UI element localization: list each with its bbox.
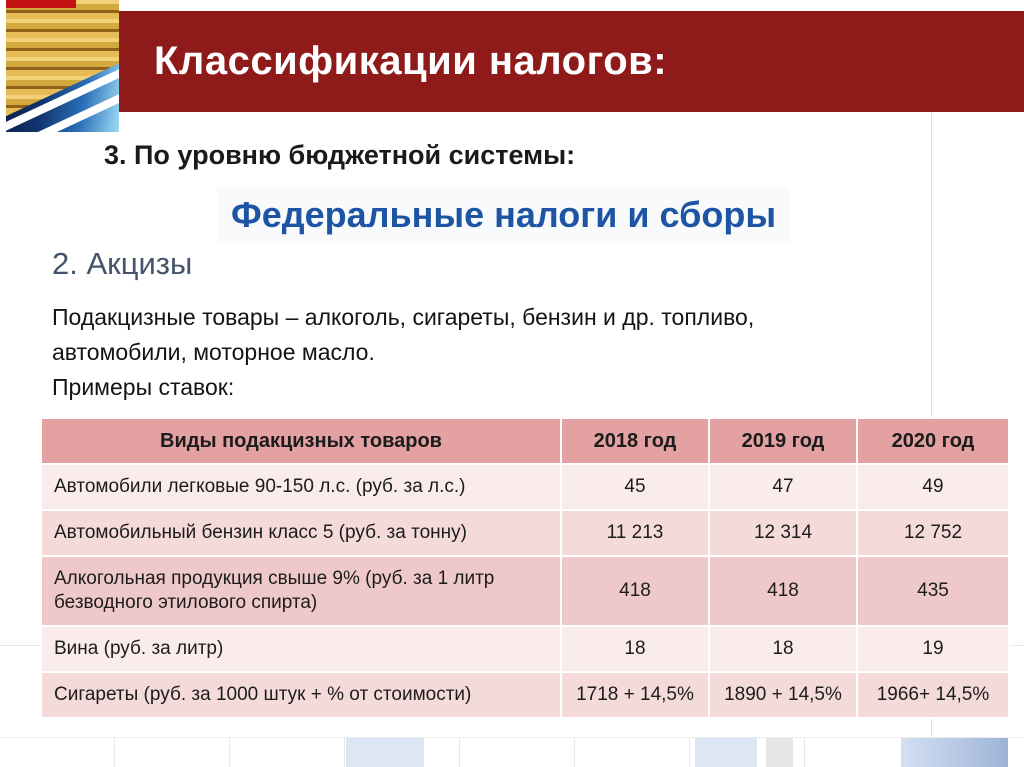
grid-line	[1008, 645, 1024, 646]
federal-taxes-banner-label: Федеральные налоги и сборы	[231, 194, 777, 235]
slide-title: Классификации налогов:	[154, 39, 668, 83]
cell-value: 418	[708, 555, 858, 627]
table-row: Автомобили легковые 90-150 л.с. (руб. за…	[40, 463, 1010, 511]
cell-product-name: Автомобильный бензин класс 5 (руб. за то…	[40, 509, 562, 557]
cell-product-name: Алкогольная продукция свыше 9% (руб. за …	[40, 555, 562, 627]
cell-value: 1718 + 14,5%	[560, 671, 710, 719]
cell-product-name: Вина (руб. за литр)	[40, 625, 562, 673]
column-header-2018: 2018 год	[560, 417, 710, 465]
cell-value: 18	[708, 625, 858, 673]
cell-value: 418	[560, 555, 710, 627]
cell-value: 19	[856, 625, 1010, 673]
cell-value: 18	[560, 625, 710, 673]
excise-description: Подакцизные товары – алкоголь, сигареты,…	[52, 300, 754, 370]
table-header-row: Виды подакцизных товаров 2018 год 2019 г…	[40, 417, 1010, 465]
cell-value: 45	[560, 463, 710, 511]
excise-description-line: автомобили, моторное масло.	[52, 339, 375, 365]
grid-line	[0, 645, 40, 646]
cell-value: 12 752	[856, 509, 1010, 557]
gold-bars-image	[6, 0, 119, 132]
column-header-goods: Виды подакцизных товаров	[40, 417, 562, 465]
grid-cell	[695, 738, 757, 767]
excise-rates-table: Виды подакцизных товаров 2018 год 2019 г…	[40, 417, 1010, 719]
grid-cell	[901, 738, 1008, 767]
cell-value: 1966+ 14,5%	[856, 671, 1010, 719]
background-grid-strip	[0, 737, 1024, 767]
excise-rates-table-wrap: Виды подакцизных товаров 2018 год 2019 г…	[40, 417, 1010, 719]
cell-value: 47	[708, 463, 858, 511]
cell-value: 12 314	[708, 509, 858, 557]
cell-value: 435	[856, 555, 1010, 627]
table-row: Алкогольная продукция свыше 9% (руб. за …	[40, 555, 1010, 627]
red-accent	[6, 0, 76, 8]
section-heading-excise: 2. Акцизы	[52, 246, 193, 281]
cell-value: 11 213	[560, 509, 710, 557]
cell-value: 1890 + 14,5%	[708, 671, 858, 719]
column-header-2019: 2019 год	[708, 417, 858, 465]
title-bar: Классификации налогов:	[119, 11, 1024, 112]
excise-description-line: Подакцизные товары – алкоголь, сигареты,…	[52, 304, 755, 330]
column-header-2020: 2020 год	[856, 417, 1010, 465]
grid-cell	[346, 738, 424, 767]
budget-level-subtitle: 3. По уровню бюджетной системы:	[104, 140, 576, 170]
cell-value: 49	[856, 463, 1010, 511]
table-row: Вина (руб. за литр) 18 18 19	[40, 625, 1010, 673]
cell-product-name: Автомобили легковые 90-150 л.с. (руб. за…	[40, 463, 562, 511]
table-row: Автомобильный бензин класс 5 (руб. за то…	[40, 509, 1010, 557]
federal-taxes-banner: Федеральные налоги и сборы	[217, 187, 791, 243]
examples-label: Примеры ставок:	[52, 374, 235, 400]
table-row: Сигареты (руб. за 1000 штук + % от стоим…	[40, 671, 1010, 719]
cell-product-name: Сигареты (руб. за 1000 штук + % от стоим…	[40, 671, 562, 719]
grid-cell	[766, 738, 793, 767]
